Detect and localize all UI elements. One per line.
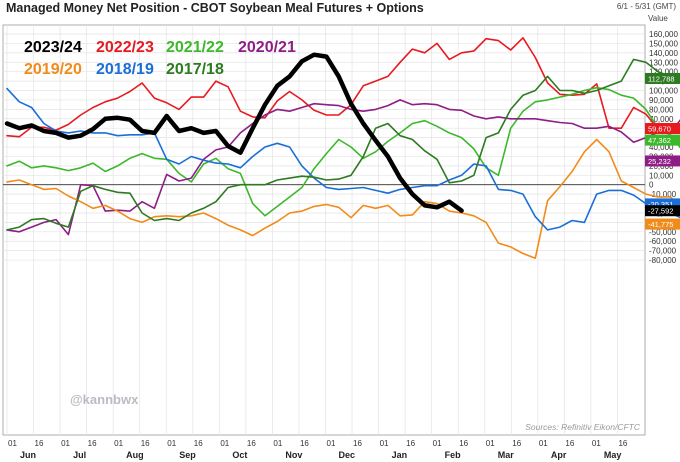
x-day-label: 16 — [35, 439, 44, 448]
x-day-label: 16 — [565, 439, 574, 448]
x-day-label: 16 — [406, 439, 415, 448]
y-tick-label: 80,000 — [649, 105, 674, 114]
x-day-label: 16 — [353, 439, 362, 448]
end-tag-label: -27,592 — [648, 207, 673, 216]
x-day-label: 16 — [247, 439, 256, 448]
y-tick-label: 150,000 — [649, 39, 678, 48]
y-tick-label: 100,000 — [649, 87, 678, 96]
x-axis: 01 16 01 16 01 16 01 16 01 16 01 16 01 16 01 16 01 16 01 16… — [8, 439, 628, 460]
x-day-label: 01 — [220, 439, 229, 448]
end-tag-box — [645, 155, 680, 167]
y-tick-label: 120,000 — [649, 68, 678, 77]
x-day-label: 16 — [194, 439, 203, 448]
x-day-label: 16 — [618, 439, 627, 448]
y-tick-label: -60,000 — [649, 237, 677, 246]
end-tag-label: -20,351 — [648, 200, 673, 209]
x-month-label: Nov — [285, 450, 302, 460]
x-month-label: Apr — [551, 450, 567, 460]
legend-item: 2023/24 — [24, 39, 82, 56]
series-line-2017-18 — [6, 58, 680, 231]
x-day-label: 01 — [114, 439, 123, 448]
series-line-2023-24 — [4, 52, 464, 213]
x-month-label: Jul — [73, 450, 86, 460]
x-month-label: Jan — [392, 450, 408, 460]
legend-item: 2019/20 — [24, 61, 82, 78]
x-day-label: 01 — [592, 439, 601, 448]
series-group — [4, 36, 680, 260]
x-month-label: Aug — [126, 450, 143, 460]
end-tag-label: 59,670 — [648, 125, 671, 134]
end-tag-box — [645, 205, 680, 217]
end-tag-box — [645, 134, 680, 146]
end-tag-box — [645, 72, 680, 84]
y-tick-label: 40,000 — [649, 143, 674, 152]
x-month-label: Dec — [339, 450, 356, 460]
date-range: 6/1 - 5/31 (GMT) — [617, 2, 676, 11]
x-month-label: Mar — [498, 450, 515, 460]
legend-item: 2017/18 — [166, 61, 224, 78]
y-tick-label: -80,000 — [649, 256, 677, 265]
y-tick-label: 10,000 — [649, 171, 674, 180]
x-day-label: 01 — [327, 439, 336, 448]
end-tag-box — [645, 198, 680, 210]
end-tag-label: -41,775 — [648, 220, 673, 229]
x-day-label: 01 — [539, 439, 548, 448]
legend-item: 2018/19 — [96, 61, 154, 78]
watermark: @kannbwx — [70, 392, 139, 407]
x-day-label: 01 — [273, 439, 282, 448]
series-line-2019-20 — [6, 138, 680, 260]
end-tag-box — [645, 123, 680, 135]
x-day-label: 01 — [486, 439, 495, 448]
legend-item: 2020/21 — [238, 39, 296, 56]
x-month-label: May — [604, 450, 622, 460]
x-day-label: 16 — [141, 439, 150, 448]
y-tick-label: 140,000 — [649, 49, 678, 58]
y-tick-label: -50,000 — [649, 228, 677, 237]
y-axis: 160,000150,000140,000130,000120,000110,0… — [649, 30, 678, 265]
series-line-2022-23 — [6, 36, 659, 138]
x-month-label: Oct — [232, 450, 247, 460]
y-tick-label: 90,000 — [649, 96, 674, 105]
y-tick-label: 130,000 — [649, 58, 678, 67]
x-day-label: 01 — [8, 439, 17, 448]
x-day-label: 16 — [459, 439, 468, 448]
chart-title: Managed Money Net Position - CBOT Soybea… — [6, 1, 424, 15]
end-tag-label: 25,232 — [648, 157, 671, 166]
x-day-label: 16 — [88, 439, 97, 448]
y-tick-label: -70,000 — [649, 247, 677, 256]
end-tag-label: 47,362 — [648, 136, 671, 145]
x-day-label: 01 — [380, 439, 389, 448]
legend-item: 2022/23 — [96, 39, 154, 56]
x-day-label: 01 — [433, 439, 442, 448]
end-tag-label: 112,788 — [648, 74, 675, 83]
x-day-label: 01 — [61, 439, 70, 448]
y-tick-label: 160,000 — [649, 30, 678, 39]
x-month-label: Feb — [445, 450, 462, 460]
series-line-2021-22 — [6, 86, 680, 217]
y-tick-label: -10,000 — [649, 190, 677, 199]
plot-frame — [2, 24, 646, 436]
legend-item: 2021/22 — [166, 39, 224, 56]
y-tick-label: 70,000 — [649, 115, 674, 124]
end-tag-box — [645, 218, 680, 230]
x-day-label: 16 — [300, 439, 309, 448]
source-note: Sources: Refinitiv Eikon/CFTC — [525, 422, 641, 432]
x-month-label: Sep — [179, 450, 196, 460]
y-tick-label: 0 — [649, 181, 654, 190]
x-day-label: 16 — [512, 439, 521, 448]
end-labels: 112,788 59,670 47,362 25,232 -20,351-27,592 -… — [645, 72, 680, 230]
y-axis-label: Value — [648, 14, 668, 23]
x-day-label: 01 — [167, 439, 176, 448]
legend: 2023/24 2022/23 2021/22 2020/21 2019/20 2018/… — [24, 39, 296, 78]
x-month-label: Jun — [20, 450, 36, 460]
series-line-2018-19 — [6, 87, 680, 231]
